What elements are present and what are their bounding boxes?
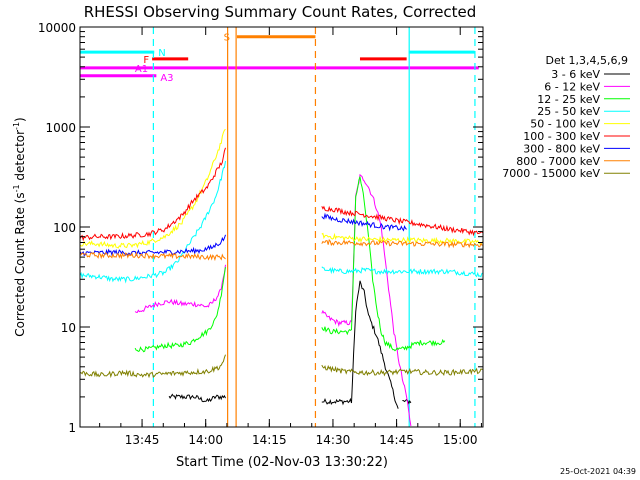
y-axis-label-sup: -1 [12,184,21,192]
x-tick-label: 13:45 [125,433,160,447]
x-axis-ticks: 13:45 14:00 14:15 14:30 14:45 15:00 [99,27,482,447]
legend-label: 25 - 50 keV [537,105,600,118]
series-line [321,176,446,352]
x-tick-label: 14:30 [316,433,351,447]
legend-label: 50 - 100 keV [530,118,600,131]
flag-label: F [143,55,149,66]
series-line [321,266,484,278]
y-axis-label-sup: -1 [12,122,21,130]
flag-label: A1 [135,64,148,75]
legend-label: 800 - 7000 keV [516,155,600,168]
plot-frame [79,26,484,428]
flag-label: N [158,48,165,59]
y-axis-label: Corrected Count Rate (s-1 detector-1) [12,117,27,336]
series-line [321,212,407,232]
series-line [134,264,226,314]
legend-label: 6 - 12 keV [544,80,600,93]
y-tick-label: 1000 [45,121,76,135]
series-line [321,239,484,249]
legend-label: 12 - 25 keV [537,93,600,106]
series-line [321,280,399,409]
y-tick-label: 10000 [38,21,76,35]
series-line [321,364,484,377]
legend-label: 300 - 800 keV [523,142,600,155]
series-line [134,267,226,353]
flag-label: S [224,33,230,44]
y-axis-ticks: 1 10 100 1000 10000 [38,21,483,435]
legend-label: 100 - 300 keV [523,130,600,143]
x-tick-label: 14:00 [188,433,223,447]
y-axis-label-part: Corrected Count Rate (s [13,192,27,336]
y-tick-label: 100 [53,221,76,235]
x-axis-label: Start Time (02-Nov-03 13:30:22) [176,455,388,470]
y-axis-label-part: detector [13,130,27,185]
series-line [79,147,226,242]
series-line [321,173,412,427]
x-tick-label: 14:45 [379,433,414,447]
flag-label: A3 [160,73,173,84]
y-tick-label: 1 [68,421,76,435]
legend-label: 7000 - 15000 keV [502,167,600,180]
chart-title: RHESSI Observing Summary Count Rates, Co… [84,3,477,21]
y-tick-label: 10 [61,321,76,335]
series-line [79,160,226,284]
attenuator-lines [152,27,476,427]
series-line [79,234,226,257]
footer-date: 25-Oct-2021 04:39 [560,467,636,476]
legend-label: 3 - 6 keV [551,68,600,81]
series-line [79,128,226,249]
series-line [321,205,484,237]
series-lines [79,128,484,427]
y-axis-label-part: ) [13,117,27,122]
legend-title: Det 1,3,4,5,6,9 [545,54,628,67]
x-tick-label: 15:00 [443,433,478,447]
series-line [79,354,226,379]
series-line [79,251,226,262]
series-line [321,232,484,245]
x-tick-label: 14:15 [252,433,287,447]
series-line [168,393,226,403]
